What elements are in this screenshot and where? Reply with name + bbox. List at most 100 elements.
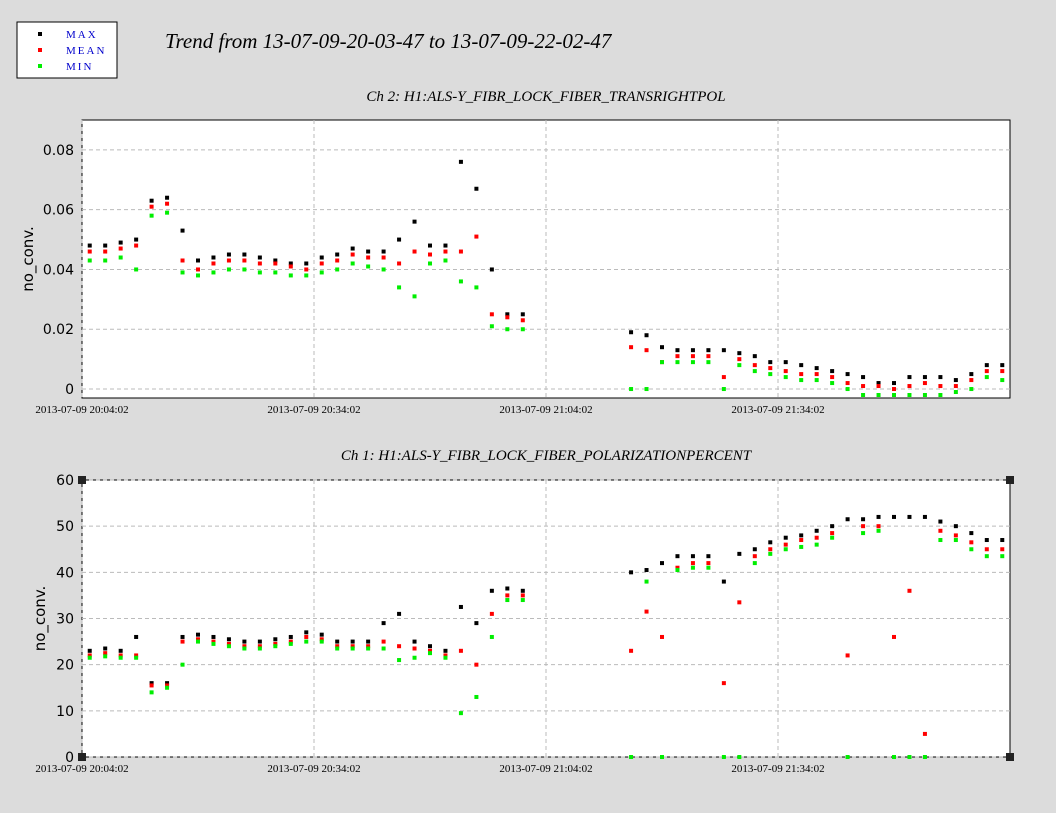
- point: [861, 393, 866, 398]
- point: [458, 711, 463, 716]
- point: [1000, 554, 1005, 559]
- point: [412, 655, 417, 660]
- point: [257, 646, 262, 651]
- legend-swatch: [38, 48, 42, 52]
- point: [644, 579, 649, 584]
- point: [443, 243, 448, 248]
- point: [799, 544, 804, 549]
- point: [814, 378, 819, 383]
- corner-handle: [78, 476, 86, 484]
- point: [226, 644, 231, 649]
- page-title: Trend from 13-07-09-20-03-47 to 13-07-09…: [165, 29, 613, 53]
- point: [520, 318, 525, 323]
- point: [87, 249, 92, 254]
- point: [1000, 547, 1005, 552]
- legend-label: MIN: [66, 61, 93, 73]
- point: [381, 621, 386, 626]
- point: [505, 315, 510, 320]
- point: [845, 653, 850, 658]
- point: [969, 540, 974, 545]
- point: [180, 258, 185, 263]
- point: [675, 360, 680, 365]
- point: [922, 381, 927, 386]
- point: [861, 375, 866, 380]
- point: [1000, 363, 1005, 368]
- point: [381, 267, 386, 272]
- point: [845, 387, 850, 392]
- point: [335, 258, 340, 263]
- point: [752, 554, 757, 559]
- point: [149, 204, 154, 209]
- point: [288, 261, 293, 266]
- point: [103, 651, 108, 656]
- point: [443, 249, 448, 254]
- point: [629, 387, 634, 392]
- point: [211, 255, 216, 260]
- point: [103, 249, 108, 254]
- point: [134, 267, 139, 272]
- point: [397, 644, 402, 649]
- point: [783, 360, 788, 365]
- point: [474, 285, 479, 290]
- point: [211, 639, 216, 644]
- point: [675, 348, 680, 353]
- point: [505, 593, 510, 598]
- point: [366, 255, 371, 260]
- point: [304, 261, 309, 266]
- point: [768, 540, 773, 545]
- point: [783, 547, 788, 552]
- point: [118, 648, 123, 653]
- point: [861, 531, 866, 536]
- point: [737, 755, 742, 759]
- point: [180, 634, 185, 639]
- point: [830, 535, 835, 540]
- point: [118, 246, 123, 251]
- point: [830, 524, 835, 529]
- point: [644, 348, 649, 353]
- point: [814, 542, 819, 547]
- point: [783, 535, 788, 540]
- point: [706, 561, 711, 566]
- point: [304, 634, 309, 639]
- point: [134, 653, 139, 658]
- point: [165, 201, 170, 206]
- chart-title: Ch 2: H1:ALS-Y_FIBR_LOCK_FIBER_TRANSRIGH…: [366, 89, 725, 105]
- point: [953, 524, 958, 529]
- point: [830, 381, 835, 386]
- point: [180, 662, 185, 667]
- point: [428, 648, 432, 653]
- point: [799, 538, 804, 543]
- point: [180, 639, 185, 644]
- point: [319, 255, 324, 260]
- point: [226, 252, 231, 257]
- point: [984, 375, 989, 380]
- point: [443, 648, 448, 653]
- point: [907, 375, 912, 380]
- point: [196, 267, 200, 272]
- point: [892, 514, 896, 519]
- point: [861, 384, 866, 389]
- point: [938, 519, 943, 524]
- point: [876, 393, 881, 398]
- y-tick-label: 0.02: [43, 322, 74, 338]
- point: [752, 354, 757, 359]
- point: [1000, 378, 1005, 383]
- point: [458, 648, 463, 653]
- point: [288, 264, 293, 269]
- y-tick-label: 50: [56, 519, 74, 535]
- point: [799, 363, 804, 368]
- point: [489, 634, 494, 639]
- point: [412, 249, 417, 254]
- point: [768, 360, 773, 365]
- point: [922, 514, 927, 519]
- point: [675, 554, 680, 559]
- point: [969, 387, 974, 392]
- point: [690, 554, 695, 559]
- point: [737, 551, 742, 556]
- point: [892, 634, 896, 639]
- point: [165, 683, 170, 688]
- point: [226, 258, 231, 263]
- point: [474, 621, 479, 626]
- point: [335, 639, 340, 644]
